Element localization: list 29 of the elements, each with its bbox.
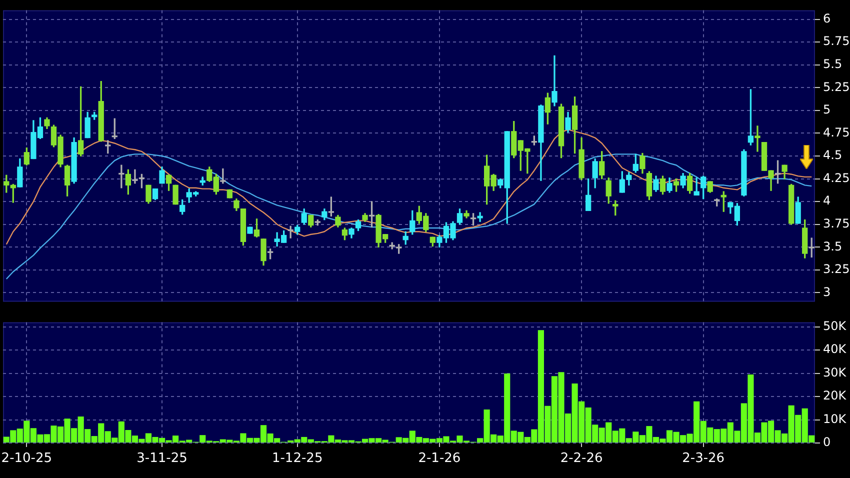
y-tick-label: 0: [823, 435, 831, 450]
y-tick-label: 3.25: [823, 262, 850, 276]
y-tick-label: 3: [823, 284, 831, 299]
y-tick-label: 10K: [823, 412, 848, 426]
x-tick-label: 2-10-25: [1, 451, 52, 466]
y-tick-label: 5: [823, 102, 831, 117]
y-tick-label: 4: [823, 194, 831, 208]
y-tick-label: 5.5: [823, 57, 842, 71]
candlestick: [477, 212, 483, 222]
x-tick-label: 2-1-26: [418, 451, 461, 466]
y-tick-label: 50K: [823, 318, 848, 333]
x-tick-label: 2-2-26: [560, 451, 603, 466]
candlestick: [132, 169, 138, 184]
y-tick-label: 4.5: [823, 148, 842, 162]
y-tick-label: 4.75: [823, 125, 850, 140]
y-tick-label: 3.75: [823, 216, 850, 230]
x-tick-label: 1-12-25: [272, 451, 323, 466]
y-tick-label: 40K: [823, 342, 848, 356]
candlestick: [552, 55, 558, 106]
candlestick: [754, 126, 760, 152]
y-tick-label: 3.5: [823, 239, 842, 254]
y-tick-label: 5.25: [823, 80, 850, 94]
x-tick-label: 2-3-26: [682, 451, 725, 466]
y-tick-label: 30K: [823, 365, 848, 380]
x-tick-label: 3-11-25: [136, 451, 188, 466]
y-tick-label: 5.75: [823, 34, 850, 48]
y-tick-label: 4.25: [823, 170, 850, 185]
y-tick-label: 6: [823, 11, 831, 26]
y-tick-label: 20K: [823, 388, 848, 403]
